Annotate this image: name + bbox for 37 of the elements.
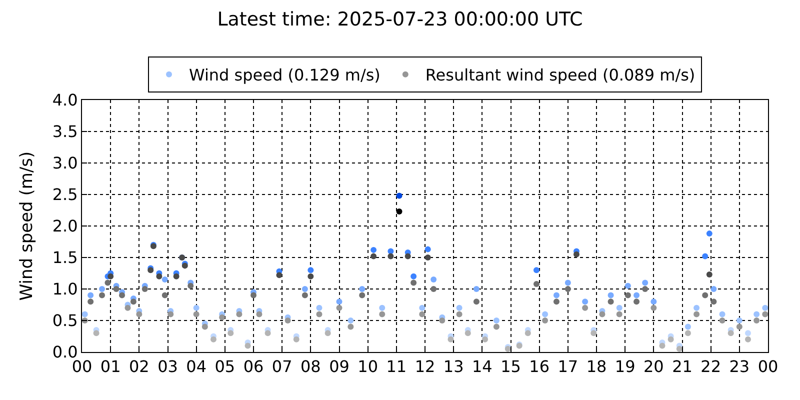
x-tick-label: 04 [186,357,207,376]
y-tick-label: 2.0 [52,216,78,236]
x-tick-label: 01 [100,357,121,376]
x-tick-label: 00 [758,357,778,376]
y-tick-label: 4.0 [52,90,78,110]
x-tick-label: 05 [214,357,236,376]
y-tick-label: 1.5 [52,248,78,268]
chart-title: Latest time: 2025-07-23 00:00:00 UTC [217,8,583,30]
x-tick-label: 15 [500,357,521,376]
y-tick-label: 3.0 [52,154,78,173]
x-tick-label: 22 [700,357,722,376]
x-tick-label: 14 [472,357,492,376]
y-tick-label: 0.5 [52,311,78,330]
y-tick-label: 3.5 [52,122,78,142]
x-tick-label: 10 [358,357,378,376]
x-tick-label: 13 [443,357,464,376]
x-tick-label: 12 [414,357,436,376]
x-tick-label: 07 [272,357,292,376]
x-tick-label: 16 [529,357,550,376]
y-tick-label: 1.0 [52,280,78,299]
y-tick-label: 2.5 [52,185,78,204]
x-tick-label: 06 [243,357,264,376]
x-tick-label: 17 [558,357,578,376]
x-tick-label: 08 [300,357,321,376]
legend-label: Wind speed (0.129 m/s) [189,66,380,85]
x-tick-label: 18 [586,357,607,376]
x-tick-label: 23 [729,357,750,376]
x-tick-label: 19 [614,357,636,376]
y-axis-title: Wind speed (m/s) [16,151,37,301]
x-tick-label: 20 [643,357,664,376]
x-tick-label: 00 [72,357,92,376]
x-tick-label: 09 [329,357,350,376]
x-tick-label: 21 [672,357,692,376]
legend-label: Resultant wind speed (0.089 m/s) [425,66,696,85]
x-tick-label: 11 [386,357,407,376]
x-tick-label: 02 [128,357,150,376]
x-tick-label: 03 [158,357,178,376]
